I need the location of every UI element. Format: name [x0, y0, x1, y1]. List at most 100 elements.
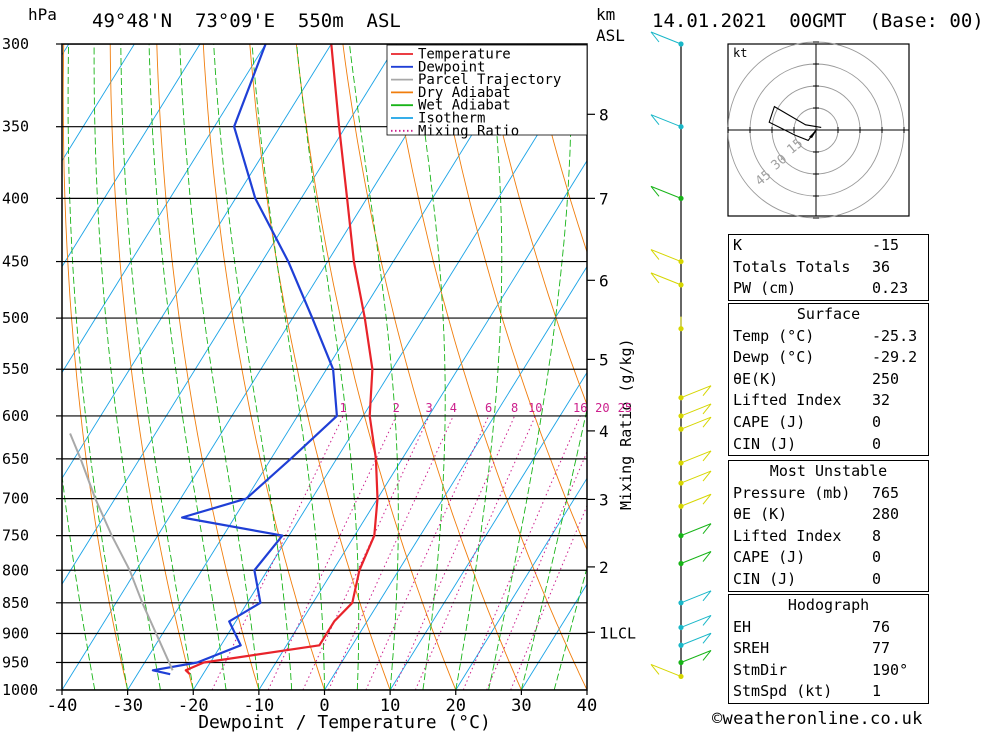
- wind-barb: [678, 650, 712, 666]
- wind-barb: [678, 590, 712, 606]
- mixing-ratio-value-label: 6: [485, 401, 492, 415]
- wet-adiabat-line: [179, 44, 260, 690]
- hodograph-label: StmSpd (kt): [733, 682, 833, 701]
- wet-adiabat-line: [296, 44, 360, 690]
- most-unstable-row: CAPE (J) 0: [729, 547, 928, 569]
- index-value: -15: [872, 236, 900, 254]
- most-unstable-label: Pressure (mb): [733, 483, 851, 502]
- temperature-tick-label: -10: [244, 696, 275, 716]
- hodograph-value: 76: [872, 617, 891, 636]
- surface-value: 0: [872, 434, 882, 453]
- surface-label: Dewp (°C): [733, 348, 815, 367]
- mixing-ratio-value-label: 16: [573, 401, 587, 415]
- pressure-tick-label: 700: [2, 490, 29, 508]
- mixing-ratio-value-label: 20: [595, 401, 609, 415]
- dry-adiabat-line: [342, 44, 522, 690]
- dry-adiabat-line: [109, 44, 194, 690]
- hodograph-title: Hodograph: [787, 596, 870, 614]
- pressure-tick-label: 550: [2, 360, 29, 378]
- wind-barb: [678, 493, 712, 509]
- pressure-tick-label: 450: [2, 253, 29, 271]
- legend-item-label: Temperature: [418, 47, 511, 63]
- asl-label: ASL: [596, 26, 625, 45]
- indices-top-panel: K -15 Totals Totals 36 PW (cm) 0.23: [728, 234, 929, 301]
- wind-barb: [678, 416, 712, 432]
- wind-barb-feather: [650, 249, 660, 260]
- wind-barb-shaft: [680, 551, 712, 564]
- height-tick-label: 2: [599, 558, 609, 577]
- index-value: 36: [872, 257, 891, 276]
- wet-adiabat-line: [251, 44, 325, 690]
- location-title: 49°48'N 73°09'E 550m ASL: [92, 10, 401, 32]
- most-unstable-title: Most Unstable: [769, 462, 888, 480]
- x-axis-label: Dewpoint / Temperature (°C): [198, 712, 491, 733]
- wet-adiabat-line: [488, 44, 572, 690]
- wind-barb: [650, 114, 684, 130]
- hodograph-value: 190°: [872, 660, 909, 679]
- isotherm-line: [62, 44, 201, 268]
- mixing-ratio-value-label: 1: [340, 401, 347, 415]
- hodograph-value: 77: [872, 639, 891, 658]
- wet-adiabat-line: [67, 44, 129, 690]
- mixing-ratio-value-label: 10: [528, 401, 542, 415]
- wind-barb: [678, 385, 712, 401]
- wind-barb-feather: [650, 664, 660, 675]
- dry-adiabat-line: [994, 44, 1000, 690]
- isotherm-line: [62, 44, 135, 162]
- pressure-tick-label: 850: [2, 594, 29, 612]
- legend-item-label: Dry Adiabat: [418, 85, 511, 101]
- isotherm-line: [389, 371, 587, 690]
- mixing-ratio-line: [211, 415, 344, 690]
- height-tick-label: 4: [599, 422, 609, 441]
- pressure-tick-label: 800: [2, 561, 29, 579]
- wind-barb: [678, 403, 712, 419]
- wet-adiabat-line: [455, 44, 503, 690]
- wind-barb-shaft: [680, 523, 712, 537]
- hodograph-index-panel: Hodograph EH 76 SREH 77 StmDir 190° StmSpd (kt…: [728, 594, 929, 704]
- mixing-ratio-value-label: 3: [426, 401, 433, 415]
- mixing-ratio-line: [365, 415, 490, 690]
- wind-barb-feather: [702, 523, 712, 534]
- pressure-tick-label: 600: [2, 407, 29, 425]
- wind-barb-shaft: [680, 470, 712, 484]
- dry-adiabat-line: [295, 44, 457, 690]
- mixing-ratio-line: [393, 415, 516, 690]
- pressure-tick-label: 900: [2, 624, 29, 642]
- wind-barb: [678, 615, 712, 631]
- temperature-profile: [184, 44, 379, 675]
- legend-item-label: Parcel Trajectory: [418, 72, 561, 88]
- wet-adiabat-line: [148, 44, 227, 690]
- dry-adiabat-line: [481, 44, 587, 407]
- mixing-ratio-value-label: 8: [511, 401, 518, 415]
- hodograph-unit-label: kt: [733, 46, 747, 60]
- storm-motion-arrow: [809, 128, 818, 138]
- wind-barb-feather: [650, 186, 660, 197]
- temperature-tick-label: -40: [47, 696, 78, 716]
- pressure-tick-label: 300: [2, 35, 29, 53]
- wind-barb-dot: [678, 624, 684, 631]
- wind-barb-feather: [702, 493, 712, 505]
- mixing-ratio-value-label: 25: [618, 401, 632, 415]
- wind-barb-shaft: [680, 416, 712, 430]
- mixing-ratio-axis-label: Mixing Ratio (g/kg): [617, 338, 635, 510]
- surface-row: CIN (J) 0: [729, 434, 928, 456]
- index-value: 0.23: [872, 279, 909, 298]
- wind-barb: [650, 31, 684, 47]
- wind-barb-dot: [678, 560, 684, 567]
- most-unstable-label: CIN (J): [733, 569, 797, 588]
- wind-barb-feather: [650, 114, 660, 126]
- surface-value: 250: [872, 369, 900, 388]
- isotherm-line: [258, 159, 587, 690]
- height-tick-label: 7: [599, 189, 609, 208]
- surface-row: Dewp (°C) -29.2: [729, 347, 928, 369]
- wind-barb-feather: [650, 272, 660, 284]
- surface-label: θE(K): [733, 369, 779, 388]
- wind-barb-feather: [702, 416, 712, 428]
- lcl-label: LCL: [609, 624, 636, 642]
- most-unstable-value: 280: [872, 505, 900, 524]
- isotherm-line: [192, 54, 587, 690]
- legend-item-label: Mixing Ratio: [418, 123, 519, 139]
- wind-barb-shaft: [680, 385, 712, 399]
- height-tick-label: 1: [599, 623, 609, 642]
